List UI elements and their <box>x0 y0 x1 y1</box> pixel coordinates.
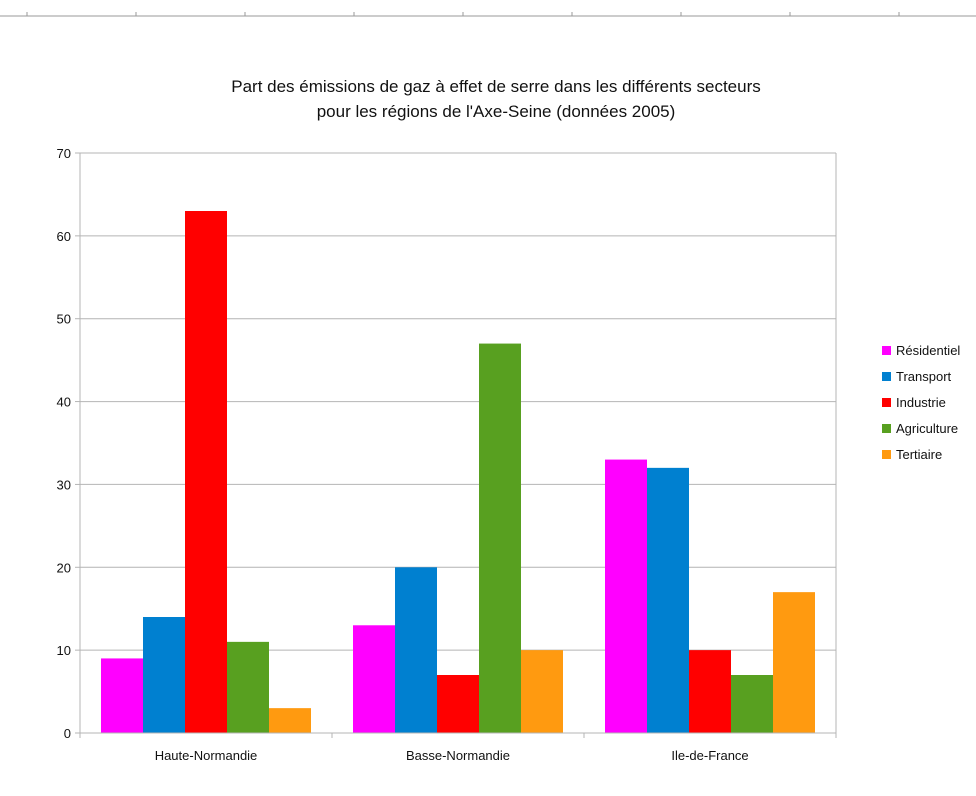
legend-swatch <box>882 346 891 355</box>
chart-title: Part des émissions de gaz à effet de ser… <box>231 77 761 96</box>
bar-agriculture-haute-normandie <box>227 641 269 733</box>
y-tick-label: 20 <box>57 560 71 575</box>
x-category-label: Haute-Normandie <box>155 748 258 763</box>
x-category-label: Ile-de-France <box>671 748 748 763</box>
legend-swatch <box>882 450 891 459</box>
bar-transport-ile-de-france <box>647 467 689 733</box>
chart-subtitle: pour les régions de l'Axe-Seine (données… <box>317 102 676 121</box>
bar-industrie-basse-normandie <box>437 675 479 733</box>
bar-r-sidentiel-basse-normandie <box>353 625 395 733</box>
legend-label: Tertiaire <box>896 447 942 462</box>
x-category-labels: Haute-Normandie Basse-Normandie Ile-de-Fra… <box>155 748 749 763</box>
legend-label: Agriculture <box>896 421 958 436</box>
legend: Résidentiel Transport Industrie Agriculture… <box>882 343 960 462</box>
legend-swatch <box>882 424 891 433</box>
bar-tertiaire-basse-normandie <box>521 650 563 733</box>
legend-label: Résidentiel <box>896 343 960 358</box>
bar-tertiaire-ile-de-france <box>773 592 815 733</box>
bar-transport-basse-normandie <box>395 567 437 733</box>
bar-industrie-haute-normandie <box>185 211 227 733</box>
y-tick-label: 10 <box>57 643 71 658</box>
y-tick-label: 30 <box>57 477 71 492</box>
bars <box>101 211 815 733</box>
y-tick-label: 0 <box>64 726 71 741</box>
axes <box>79 153 837 738</box>
y-tick-label: 70 <box>57 146 71 161</box>
bar-tertiaire-haute-normandie <box>269 708 311 733</box>
y-tick-label: 50 <box>57 312 71 327</box>
y-tick-label: 40 <box>57 395 71 410</box>
legend-label: Transport <box>896 369 952 384</box>
y-tick-label: 60 <box>57 229 71 244</box>
legend-label: Industrie <box>896 395 946 410</box>
y-tick-labels: 0 10 20 30 40 50 60 70 <box>57 146 71 741</box>
plot-area: 0 10 20 30 40 50 60 70 Haute-Normandie Basse-Nor… <box>57 146 837 763</box>
x-category-label: Basse-Normandie <box>406 748 510 763</box>
bar-agriculture-ile-de-france <box>731 675 773 733</box>
bar-agriculture-basse-normandie <box>479 343 521 733</box>
legend-swatch <box>882 398 891 407</box>
legend-swatch <box>882 372 891 381</box>
bar-r-sidentiel-haute-normandie <box>101 658 143 733</box>
sheet-header-ruler <box>0 12 976 17</box>
bar-r-sidentiel-ile-de-france <box>605 459 647 733</box>
bar-industrie-ile-de-france <box>689 650 731 733</box>
bar-transport-haute-normandie <box>143 617 185 733</box>
